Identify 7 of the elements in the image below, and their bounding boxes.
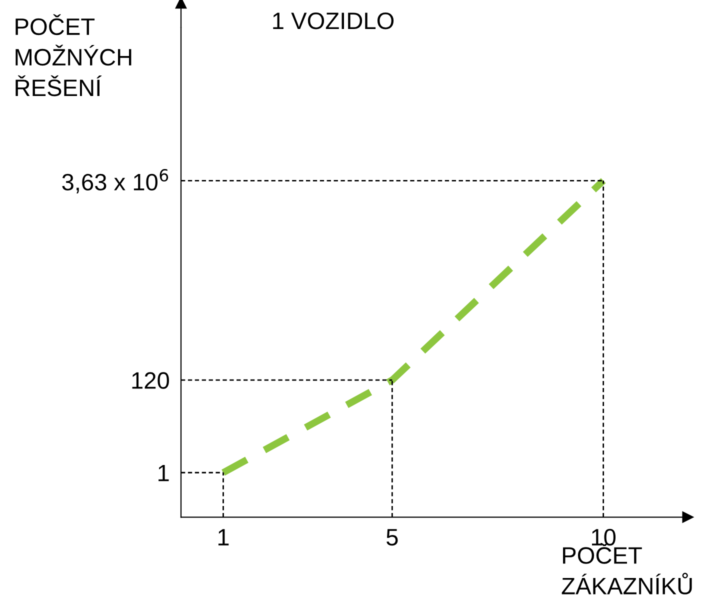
chart-title: 1 VOZIDLO [273,12,394,30]
y-tick-label: 1 [158,464,169,482]
x-tick-label: 5 [386,529,398,546]
x-tick-label: 1 [218,529,229,546]
y-tick-label: 3,63 x 10$^{6}$ [62,168,168,194]
y-axis-title: POČET MOŽNÝCH ŘEŠENÍ [16,14,132,96]
y-tick-label: 120 [132,372,169,389]
